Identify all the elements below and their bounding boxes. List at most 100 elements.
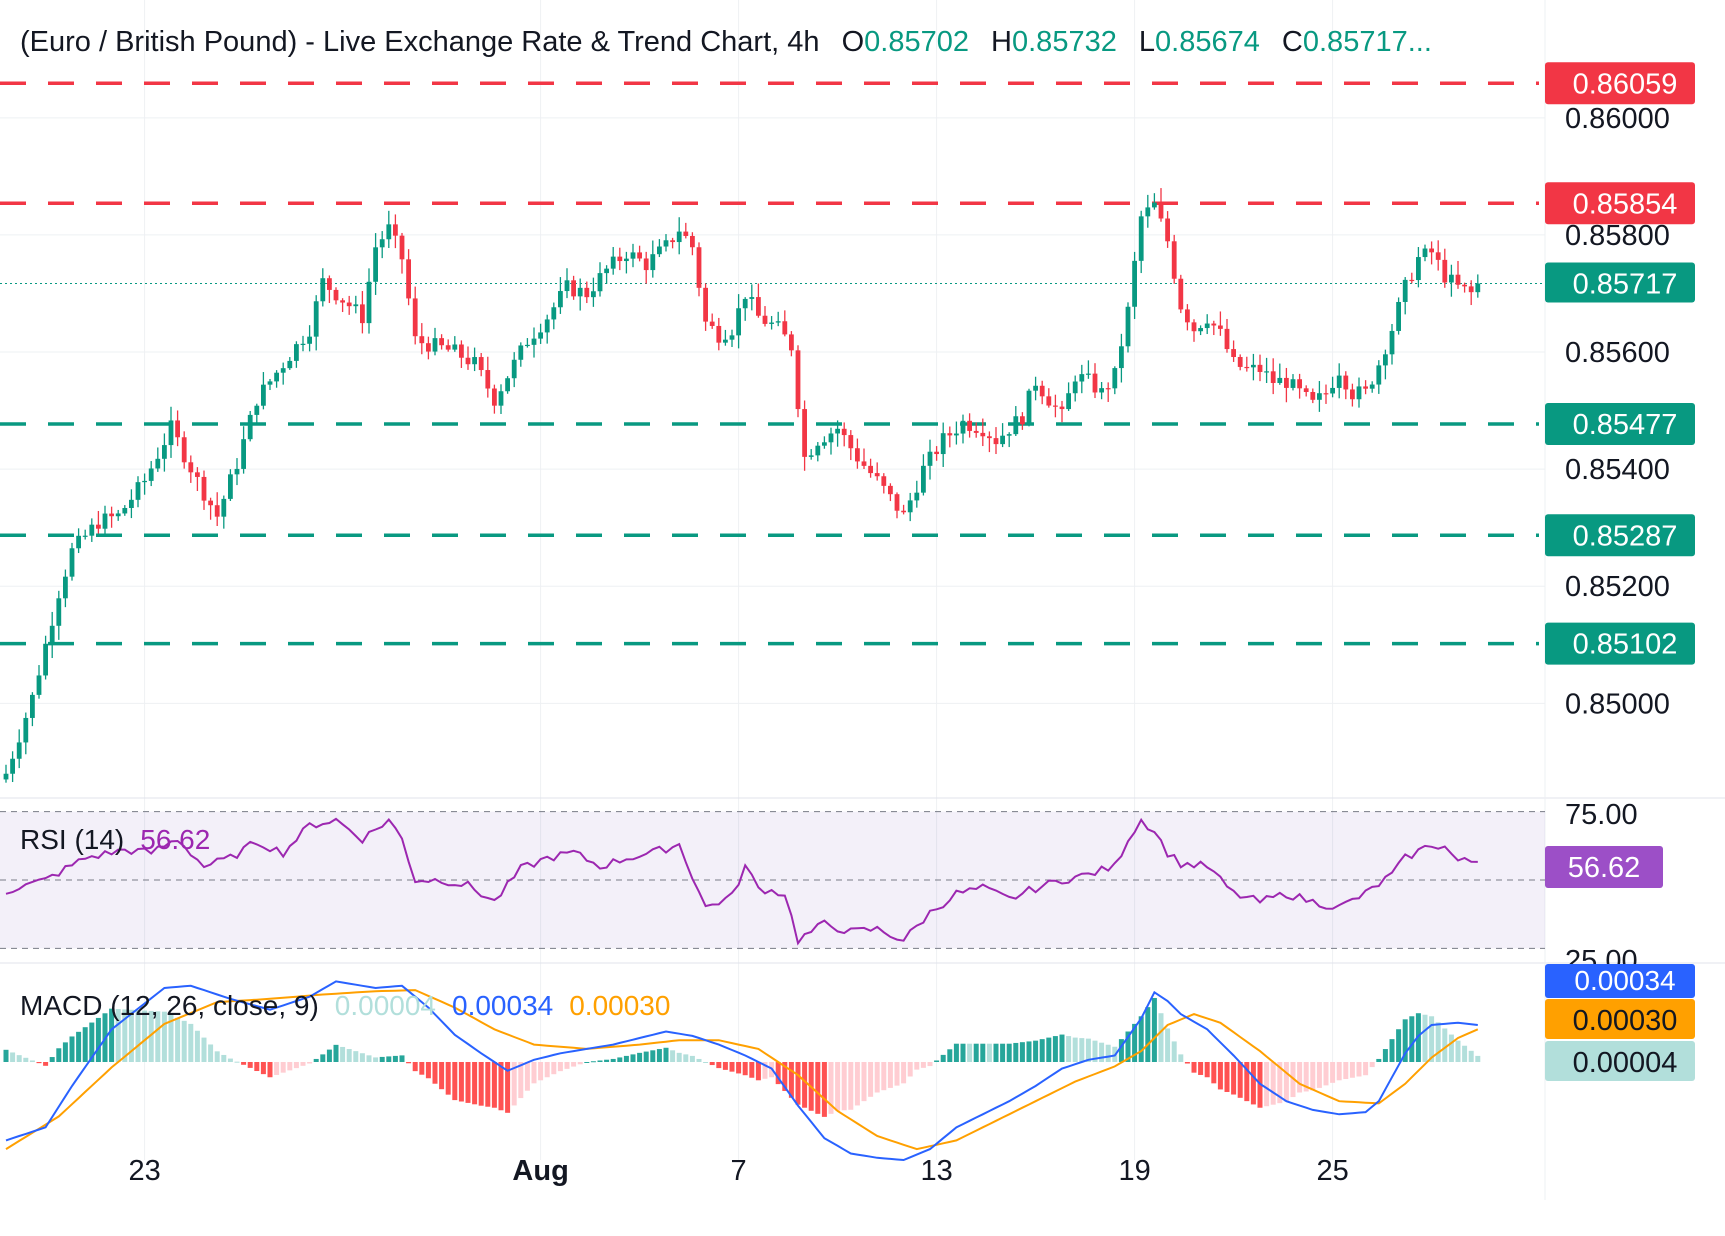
- candle[interactable]: [775, 311, 781, 327]
- candle[interactable]: [610, 247, 616, 275]
- candle[interactable]: [485, 356, 491, 398]
- candle[interactable]: [399, 232, 405, 274]
- candle[interactable]: [637, 245, 642, 262]
- candle[interactable]: [1211, 320, 1217, 336]
- candle[interactable]: [762, 306, 768, 327]
- candle[interactable]: [280, 362, 286, 385]
- candle[interactable]: [511, 352, 517, 388]
- candle[interactable]: [1013, 406, 1019, 436]
- candle[interactable]: [736, 294, 741, 349]
- candle[interactable]: [1059, 400, 1065, 423]
- candle[interactable]: [531, 327, 537, 358]
- candle[interactable]: [538, 323, 543, 344]
- candle[interactable]: [861, 448, 867, 470]
- candle[interactable]: [135, 476, 141, 508]
- candle[interactable]: [1376, 360, 1382, 394]
- candle[interactable]: [313, 295, 319, 351]
- time-axis[interactable]: 23 Aug 7 13 19 25: [128, 1155, 1348, 1187]
- candle[interactable]: [696, 242, 702, 297]
- candle[interactable]: [1290, 374, 1296, 391]
- candle[interactable]: [1072, 375, 1078, 402]
- candle[interactable]: [1422, 244, 1428, 262]
- candle[interactable]: [1257, 354, 1263, 382]
- candle[interactable]: [960, 414, 966, 444]
- candle[interactable]: [221, 495, 227, 529]
- candle[interactable]: [307, 325, 312, 352]
- candle[interactable]: [841, 422, 847, 447]
- candle[interactable]: [1053, 394, 1058, 418]
- candle[interactable]: [274, 370, 279, 388]
- candle[interactable]: [452, 336, 458, 352]
- candle[interactable]: [828, 427, 834, 455]
- candle[interactable]: [1092, 363, 1098, 399]
- candle[interactable]: [89, 518, 95, 542]
- candle[interactable]: [881, 473, 887, 494]
- candle[interactable]: [1145, 194, 1151, 228]
- candle[interactable]: [162, 433, 167, 472]
- candle[interactable]: [1251, 353, 1256, 381]
- candle[interactable]: [742, 297, 748, 321]
- candle[interactable]: [676, 217, 682, 255]
- candle[interactable]: [927, 439, 933, 480]
- candle[interactable]: [208, 497, 213, 520]
- candle[interactable]: [472, 347, 477, 372]
- candle[interactable]: [498, 384, 504, 414]
- candle[interactable]: [993, 427, 999, 455]
- candle[interactable]: [987, 431, 992, 453]
- candle[interactable]: [604, 265, 609, 284]
- candle[interactable]: [914, 480, 920, 508]
- candle[interactable]: [76, 528, 81, 554]
- candle[interactable]: [855, 438, 860, 469]
- candle[interactable]: [1026, 388, 1032, 427]
- candle[interactable]: [934, 446, 939, 461]
- candle[interactable]: [320, 268, 326, 307]
- candle[interactable]: [353, 295, 359, 314]
- candle[interactable]: [366, 268, 372, 334]
- candle[interactable]: [445, 339, 451, 352]
- candle[interactable]: [709, 313, 715, 329]
- candle[interactable]: [1455, 260, 1461, 289]
- candle[interactable]: [346, 295, 352, 315]
- candle[interactable]: [1204, 314, 1210, 335]
- candle[interactable]: [247, 410, 253, 442]
- candle[interactable]: [1409, 272, 1415, 284]
- candle[interactable]: [16, 729, 22, 769]
- candle[interactable]: [1264, 357, 1269, 384]
- candle[interactable]: [650, 240, 656, 278]
- candle[interactable]: [379, 231, 385, 259]
- candle[interactable]: [406, 249, 411, 306]
- candle[interactable]: [115, 509, 121, 521]
- candle[interactable]: [558, 277, 563, 314]
- candle[interactable]: [716, 317, 722, 351]
- candle[interactable]: [1218, 311, 1223, 336]
- candle[interactable]: [973, 422, 979, 438]
- candle[interactable]: [591, 277, 596, 307]
- candle[interactable]: [505, 376, 510, 394]
- candle[interactable]: [1112, 366, 1118, 395]
- candle[interactable]: [551, 302, 557, 330]
- candle[interactable]: [129, 489, 134, 519]
- candle[interactable]: [795, 345, 801, 418]
- candle[interactable]: [577, 278, 583, 311]
- candle[interactable]: [1039, 380, 1045, 405]
- candle[interactable]: [1000, 423, 1005, 448]
- candle[interactable]: [888, 483, 893, 502]
- candle[interactable]: [868, 458, 873, 478]
- candle[interactable]: [1297, 373, 1302, 399]
- candle[interactable]: [214, 492, 220, 527]
- candle[interactable]: [102, 505, 108, 534]
- candle[interactable]: [1284, 367, 1289, 403]
- candle[interactable]: [175, 410, 180, 447]
- candle[interactable]: [386, 210, 392, 249]
- candle[interactable]: [597, 262, 603, 297]
- candle[interactable]: [848, 430, 854, 461]
- candle[interactable]: [1165, 211, 1170, 248]
- candle[interactable]: [109, 506, 114, 528]
- candle[interactable]: [426, 336, 431, 360]
- candle[interactable]: [36, 665, 42, 699]
- candle[interactable]: [1099, 381, 1104, 400]
- candle[interactable]: [1231, 340, 1236, 362]
- candle[interactable]: [643, 251, 649, 284]
- candle[interactable]: [749, 284, 755, 311]
